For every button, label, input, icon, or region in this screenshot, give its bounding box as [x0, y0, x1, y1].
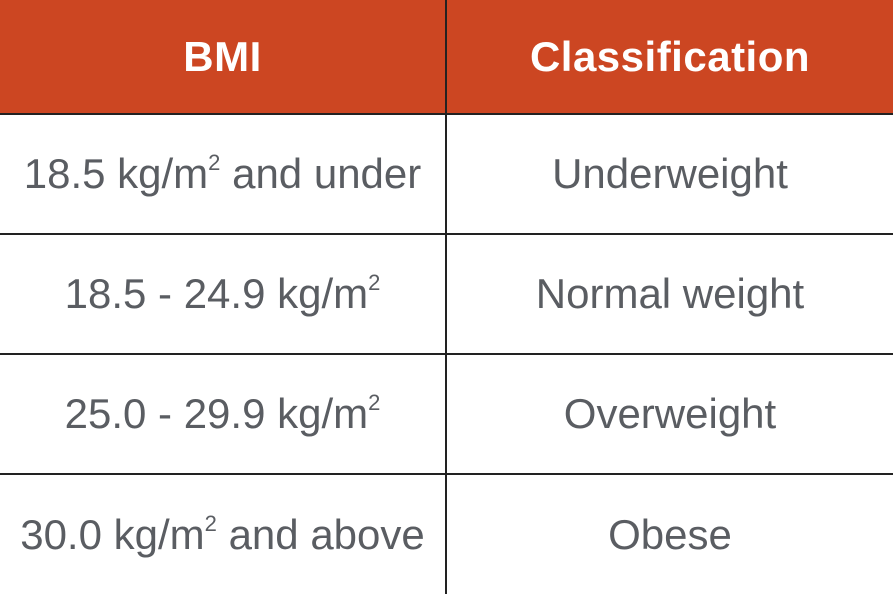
- bmi-range-suffix: and under: [220, 150, 422, 197]
- table-row: 25.0 - 29.9 kg/m2 Overweight: [0, 353, 893, 475]
- bmi-range-text: 30.0 kg/m: [20, 510, 205, 558]
- classification-cell: Normal weight: [445, 233, 893, 355]
- table-row: 18.5 kg/m2 and under Underweight: [0, 113, 893, 235]
- bmi-range-cell: 25.0 - 29.9 kg/m2: [0, 353, 447, 475]
- bmi-range-text: 18.5 kg/m: [23, 150, 209, 197]
- header-classification: Classification: [445, 0, 893, 115]
- classification-cell: Overweight: [445, 353, 893, 475]
- bmi-range-cell: 30.0 kg/m2 and above: [0, 473, 447, 594]
- bmi-range-text: 18.5 - 24.9 kg/m: [64, 270, 369, 317]
- unit-superscript: 2: [368, 390, 381, 415]
- table-header: BMI Classification: [0, 0, 893, 115]
- table-row: 30.0 kg/m2 and above Obese: [0, 473, 893, 594]
- classification-cell: Underweight: [445, 113, 893, 235]
- unit-superscript: 2: [368, 270, 381, 295]
- unit-superscript: 2: [204, 510, 217, 536]
- unit-superscript: 2: [208, 150, 221, 175]
- table-body: 18.5 kg/m2 and under Underweight 18.5 - …: [0, 113, 893, 594]
- bmi-range-cell: 18.5 - 24.9 kg/m2: [0, 233, 447, 355]
- table-row: 18.5 - 24.9 kg/m2 Normal weight: [0, 233, 893, 355]
- header-bmi: BMI: [0, 0, 447, 115]
- bmi-range-suffix: and above: [216, 510, 425, 558]
- bmi-range-text: 25.0 - 29.9 kg/m: [64, 390, 369, 437]
- header-row: BMI Classification: [0, 0, 893, 115]
- bmi-range-cell: 18.5 kg/m2 and under: [0, 113, 447, 235]
- classification-cell: Obese: [445, 473, 893, 594]
